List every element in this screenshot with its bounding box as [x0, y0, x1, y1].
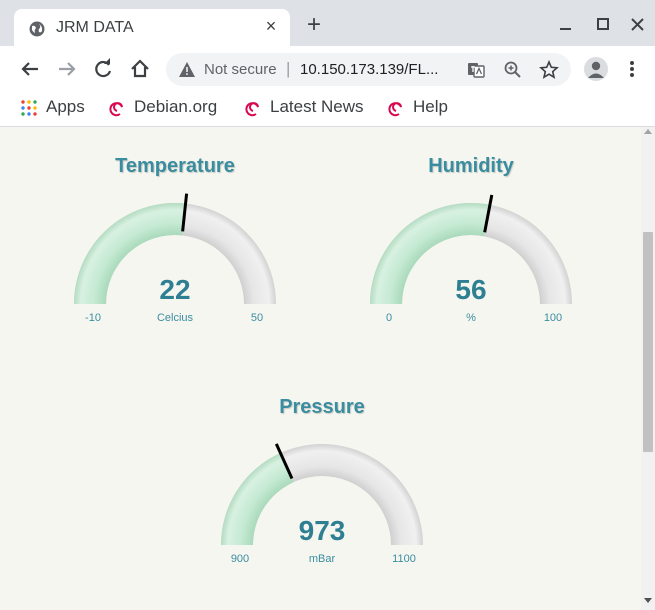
gauge-fill	[370, 203, 490, 304]
address-bar[interactable]: Not secure | 10.150.173.139/FL...	[166, 53, 571, 86]
bookmark-label: Latest News	[270, 97, 364, 116]
url-text[interactable]: 10.150.173.139/FL...	[300, 61, 439, 78]
gauge-needle	[181, 193, 189, 232]
gauge-title: Pressure	[279, 396, 365, 418]
debian-swirl-icon	[109, 102, 123, 117]
gauge-fill	[221, 452, 294, 545]
gauge-max-label: 1100	[392, 553, 416, 565]
browser-toolbar: Not secure | 10.150.173.139/FL...	[0, 46, 655, 92]
gauge-max-label: 100	[543, 312, 563, 324]
page-scrollbar[interactable]	[641, 127, 655, 610]
warning-icon[interactable]	[178, 61, 196, 78]
zoom-icon[interactable]	[503, 60, 523, 80]
gauge-title: Temperature	[115, 155, 235, 177]
tab-jrm-data[interactable]: JRM DATA ×	[14, 9, 290, 46]
gauge-value: 56	[455, 274, 487, 305]
maximize-icon[interactable]	[591, 13, 615, 37]
bookmark-label: Debian.org	[134, 97, 218, 116]
scrollbar-thumb[interactable]	[643, 232, 653, 452]
tab-close-icon[interactable]: ×	[265, 16, 277, 36]
page-content: Temperature 22 -10 Celcius 50 Humidity 5…	[0, 127, 641, 610]
debian-swirl-icon	[388, 102, 402, 117]
gauge-min-label: 0	[385, 312, 393, 324]
bookmarks-bar: Apps Debian.org Latest News Help	[0, 92, 655, 127]
gauge-value: 973	[298, 515, 346, 546]
bookmark-label: Help	[413, 97, 448, 116]
gauge-unit-label: %	[466, 312, 476, 324]
gauge-min-label: -10	[85, 312, 101, 324]
gauge-unit-label: mBar	[308, 553, 336, 565]
bookmark-label: Apps	[46, 97, 85, 116]
window-close-icon[interactable]	[626, 13, 650, 37]
back-arrow-icon[interactable]	[16, 55, 44, 83]
translate-icon[interactable]	[466, 60, 486, 80]
gauge-unit-label: Celcius	[156, 312, 194, 324]
profile-avatar-icon[interactable]	[584, 57, 608, 81]
pressure-gauge: Pressure 973 900 mBar 1100	[202, 368, 442, 568]
tab-strip: JRM DATA × +	[0, 0, 655, 46]
tab-title: JRM DATA	[56, 19, 134, 36]
globe-icon	[29, 21, 45, 37]
humidity-gauge: Humidity 56 0 % 100	[351, 127, 591, 327]
gauge-dial	[370, 194, 572, 304]
scroll-down-icon[interactable]	[644, 598, 652, 603]
home-icon[interactable]	[126, 55, 154, 83]
minimize-icon[interactable]	[554, 13, 578, 37]
gauge-min-label: 900	[230, 553, 250, 565]
gauge-value: 22	[159, 274, 191, 305]
gauge-needle	[274, 443, 294, 480]
debian-swirl-icon	[245, 102, 259, 117]
temperature-gauge: Temperature 22 -10 Celcius 50	[55, 127, 295, 327]
reload-icon[interactable]	[89, 55, 117, 83]
security-label[interactable]: Not secure	[204, 61, 277, 78]
gauge-dial	[74, 193, 276, 304]
forward-arrow-icon[interactable]	[53, 55, 81, 83]
url-separator: |	[286, 59, 291, 78]
gauge-fill	[74, 203, 186, 304]
bookmark-star-icon[interactable]	[539, 60, 559, 80]
gauge-title: Humidity	[428, 155, 514, 177]
gauge-needle	[483, 194, 494, 233]
kebab-menu-icon[interactable]	[622, 57, 642, 81]
new-tab-button[interactable]: +	[306, 11, 321, 38]
gauge-max-label: 50	[250, 312, 264, 324]
apps-grid-icon	[21, 100, 37, 116]
scroll-up-icon[interactable]	[644, 129, 652, 134]
gauge-dial	[221, 443, 423, 545]
